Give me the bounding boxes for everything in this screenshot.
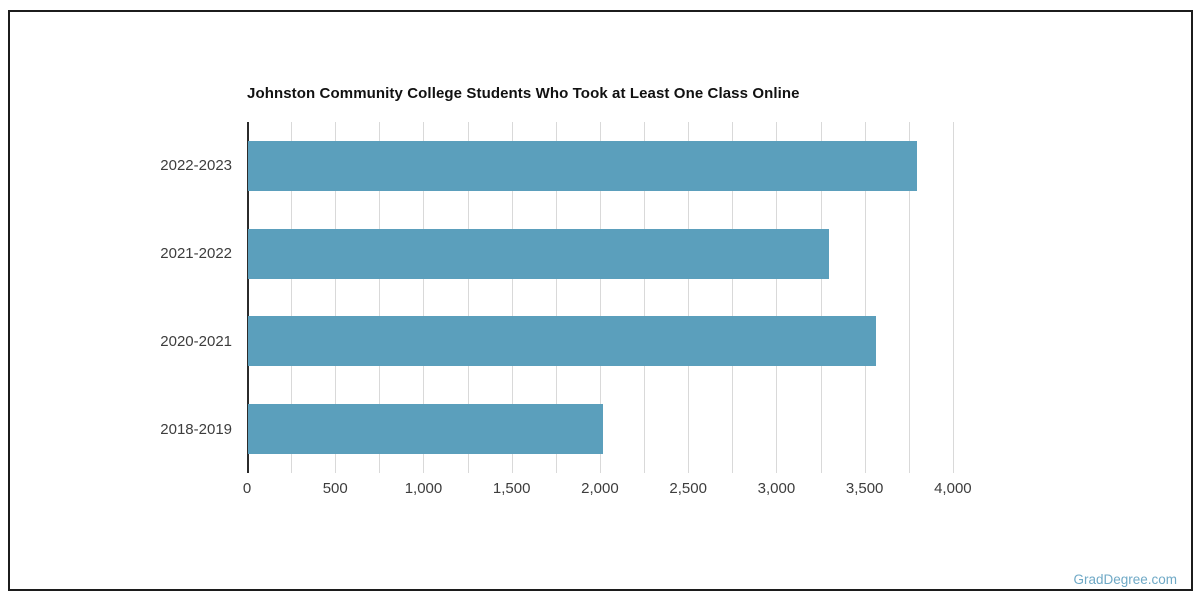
y-tick-label: 2020-2021 bbox=[160, 332, 232, 350]
chart-title: Johnston Community College Students Who … bbox=[247, 85, 800, 102]
x-tick-label: 1,000 bbox=[404, 480, 443, 497]
x-tick-label: 1,500 bbox=[492, 480, 531, 497]
x-tick-label: 0 bbox=[242, 480, 252, 497]
watermark-graddegree: GradDegree.com bbox=[1073, 572, 1177, 587]
y-tick-label: 2022-2023 bbox=[160, 157, 232, 175]
x-tick-label: 4,000 bbox=[934, 480, 972, 497]
x-tick-label: 2,000 bbox=[581, 480, 619, 497]
bar-2018-2019 bbox=[248, 404, 603, 455]
x-tick-label: 3,500 bbox=[845, 480, 884, 497]
gridline bbox=[644, 122, 646, 473]
gridline bbox=[423, 122, 425, 473]
plot-area: 2022-2023 2021-2022 2020-2021 2018-2019 0 500… bbox=[160, 122, 997, 497]
bar-2020-2021 bbox=[248, 316, 877, 367]
gridline bbox=[776, 122, 778, 473]
y-tick-label: 2018-2019 bbox=[160, 420, 232, 438]
gridline bbox=[379, 122, 381, 473]
y-tick-label: 2021-2022 bbox=[160, 245, 232, 263]
gridline bbox=[511, 122, 513, 473]
gridline bbox=[335, 122, 337, 473]
gridline bbox=[908, 122, 910, 473]
x-tick-label: 2,500 bbox=[669, 480, 707, 497]
x-tick-label: 3,000 bbox=[757, 480, 796, 497]
gridline bbox=[688, 122, 690, 473]
gridline bbox=[599, 122, 601, 473]
gridline bbox=[820, 122, 822, 473]
gridline bbox=[952, 122, 954, 473]
bar-2022-2023 bbox=[248, 140, 917, 191]
gridline bbox=[467, 122, 469, 473]
gridline bbox=[732, 122, 734, 473]
gridline bbox=[555, 122, 557, 473]
gridline bbox=[291, 122, 293, 473]
bar-2021-2022 bbox=[248, 228, 829, 279]
gridline bbox=[864, 122, 866, 473]
y-axis-line bbox=[247, 122, 249, 473]
x-tick-label: 500 bbox=[322, 480, 348, 497]
